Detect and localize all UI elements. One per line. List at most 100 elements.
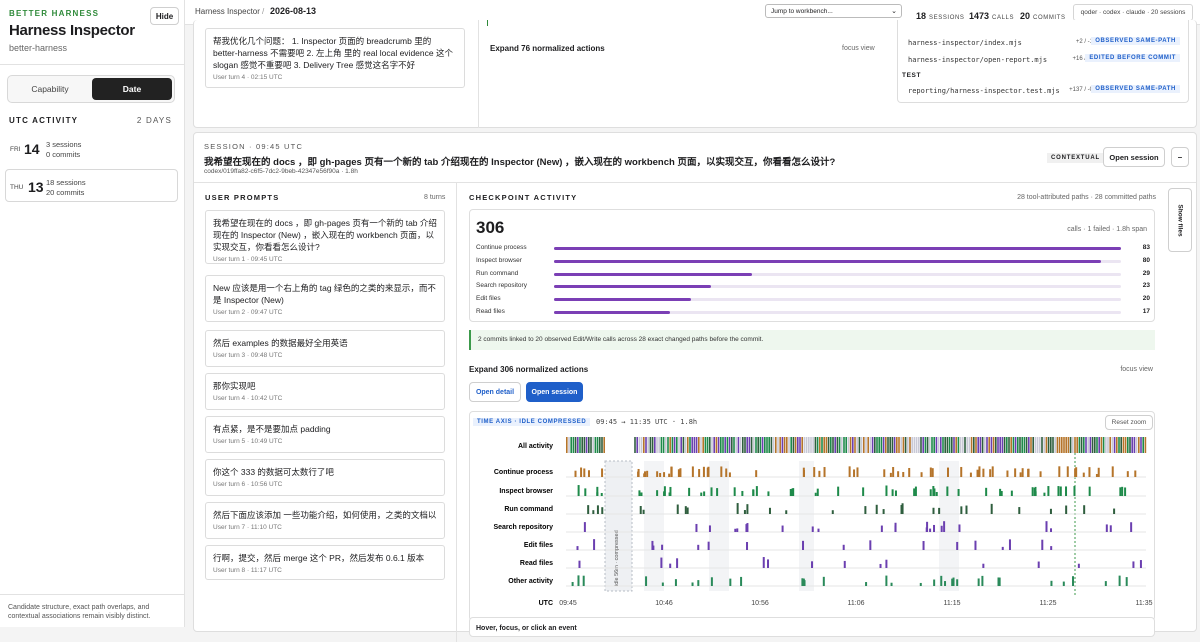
event-tick xyxy=(1075,467,1078,477)
event-tick xyxy=(596,505,599,514)
focus-view[interactable]: focus view xyxy=(842,45,875,52)
event-tick xyxy=(786,437,788,453)
expand-actions[interactable]: Expand 76 normalized actions xyxy=(490,44,605,53)
prompt-card[interactable]: 行啊，提交，然后 merge 这个 PR，然后发布 0.6.1 版本 User t… xyxy=(205,545,445,580)
event-tick xyxy=(1008,437,1010,453)
show-files-button[interactable]: Show files xyxy=(1168,188,1192,252)
event-tick xyxy=(880,437,883,453)
reset-zoom[interactable]: Reset zoom xyxy=(1105,415,1153,430)
event-tick xyxy=(924,437,927,453)
tool-summary-card: 306 calls · 1 failed · 1.8h span Continu… xyxy=(469,209,1155,322)
event-tick xyxy=(1126,471,1129,477)
event-tick xyxy=(645,437,647,453)
event-tick xyxy=(656,437,658,453)
event-tick xyxy=(1008,539,1011,550)
prompt-card[interactable]: 你这个 333 的数据可太数行了吧 User turn 6 · 10:56 UTC xyxy=(205,459,445,496)
hover-hint: Hover, focus, or click an event xyxy=(476,625,577,632)
event-tick xyxy=(1109,437,1111,453)
event-tick xyxy=(1125,577,1128,586)
event-tick xyxy=(929,467,932,477)
breadcrumb[interactable]: Harness Inspector xyxy=(195,7,260,16)
event-tick xyxy=(893,437,896,453)
event-tick xyxy=(1130,522,1133,532)
event-tick xyxy=(687,437,689,453)
sidebar-footer: Candidate structure, exact path overlaps… xyxy=(8,604,151,620)
event-tick xyxy=(982,468,985,477)
event-tick xyxy=(920,472,923,477)
event-tick xyxy=(803,580,806,586)
open-session-button[interactable]: Open session xyxy=(526,382,583,402)
event-tick xyxy=(960,466,963,477)
event-tick xyxy=(792,437,795,453)
prompt-card[interactable]: 那你实现吧 User turn 4 · 10:42 UTC xyxy=(205,373,445,410)
event-tick xyxy=(977,437,979,453)
event-tick xyxy=(1034,437,1037,453)
event-tick xyxy=(1019,437,1021,453)
activity-title: UTC ACTIVITY xyxy=(9,116,79,125)
bar xyxy=(554,298,691,302)
event-tick xyxy=(1124,437,1127,453)
event-tick xyxy=(883,469,886,477)
event-tick xyxy=(858,437,861,453)
expand-actions[interactable]: Expand 306 normalized actions xyxy=(469,365,589,374)
event-tick xyxy=(929,489,932,496)
prompt-card[interactable]: 帮我优化几个问题： 1. Inspector 页面的 breadcrumb 里的… xyxy=(205,28,465,88)
event-tick xyxy=(707,466,710,477)
event-tick xyxy=(944,437,946,453)
event-tick xyxy=(880,525,883,532)
event-tick xyxy=(1074,437,1076,453)
event-tick xyxy=(1056,437,1059,453)
event-tick xyxy=(1105,437,1107,453)
event-tick xyxy=(677,469,680,477)
bar-value: 29 xyxy=(1142,269,1150,277)
event-tick xyxy=(661,582,664,586)
event-tick xyxy=(733,487,736,496)
event-tick xyxy=(940,525,943,532)
event-tick xyxy=(709,437,711,453)
event-tick xyxy=(574,437,577,453)
event-tick xyxy=(898,437,900,453)
file-path: harness-inspector/open-report.mjs xyxy=(908,56,1048,64)
collapse-button[interactable]: – xyxy=(1171,147,1189,167)
event-tick xyxy=(791,488,794,496)
event-tick xyxy=(1052,437,1054,453)
event-tick xyxy=(679,468,682,477)
prompt-card[interactable]: New 应该是用一个右上角的 tag 绿色的之类的来显示，而不是 Inspect… xyxy=(205,275,445,322)
bar-track xyxy=(554,298,1121,302)
prompt-card[interactable]: 然后下面应该添加 一些功能介绍，如何使用，之类的文档以 User turn 7 ·… xyxy=(205,502,445,539)
jump-select[interactable]: Jump to workbench... ⌄ xyxy=(765,4,902,18)
hide-button[interactable]: Hide xyxy=(150,7,179,25)
prompt-card[interactable]: 有点紧，是不是要加点 padding User turn 5 · 10:49 UT… xyxy=(205,416,445,453)
open-detail-button[interactable]: Open detail xyxy=(469,382,521,402)
event-tick xyxy=(746,542,749,550)
event-tick xyxy=(578,560,581,568)
event-tick xyxy=(734,528,737,532)
event-tick xyxy=(688,487,691,496)
event-tick xyxy=(755,486,758,496)
event-tick xyxy=(811,526,814,532)
prompt-card[interactable]: 我希望在现在的 docs ，即 gh-pages 页有一个新的 tab 介绍现在… xyxy=(205,210,445,264)
event-tick xyxy=(1122,437,1125,453)
tab[interactable]: Capability xyxy=(31,84,69,94)
event-tick xyxy=(871,437,874,453)
focus-view[interactable]: focus view xyxy=(1120,366,1153,373)
event-tick xyxy=(889,437,891,453)
event-tick xyxy=(667,437,669,453)
prompt-card[interactable]: 然后 examples 的数据最好全用英语 User turn 3 · 09:48… xyxy=(205,330,445,367)
event-tick xyxy=(953,437,955,453)
event-tick xyxy=(716,488,719,496)
stat-label: CALLS xyxy=(992,15,1015,21)
event-tick xyxy=(1119,487,1122,496)
event-tick xyxy=(663,486,666,496)
open-session-button[interactable]: Open session xyxy=(1103,147,1165,167)
x-tick-label: 10:46 xyxy=(655,600,673,607)
event-tick xyxy=(890,582,893,586)
event-tick xyxy=(736,528,739,532)
tab-active[interactable]: Date xyxy=(92,78,172,100)
event-tick xyxy=(1118,575,1121,586)
event-tick xyxy=(1050,437,1052,453)
event-tick xyxy=(661,544,664,550)
event-tick xyxy=(998,577,1001,586)
event-tick xyxy=(643,473,646,477)
day-weekday: FRI xyxy=(10,146,21,153)
